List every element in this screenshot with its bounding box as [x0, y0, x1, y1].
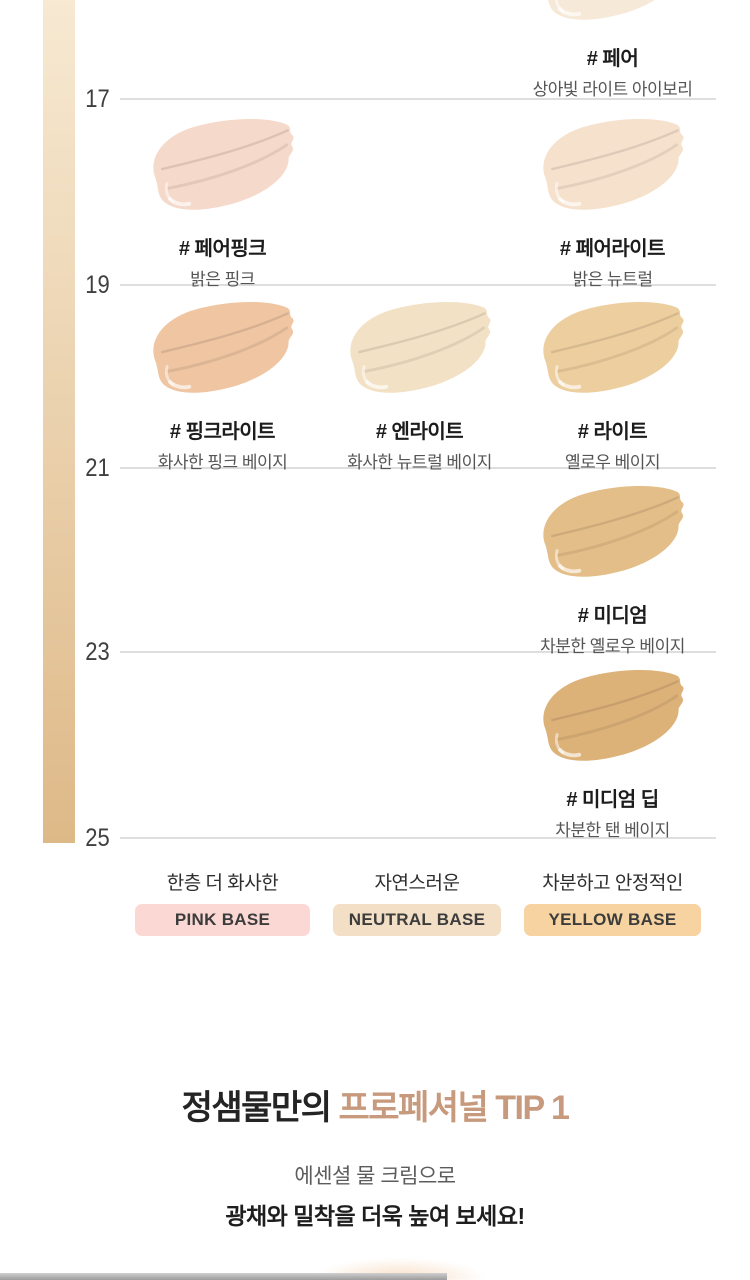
shade-name: # 페어라이트	[559, 238, 666, 260]
shade-desc: 밝은 핑크	[190, 270, 255, 289]
tip-title: 정샘물만의 프로페셔널 TIP 1	[0, 1080, 750, 1129]
shade-desc: 차분한 탠 베이지	[555, 821, 670, 840]
level-rule-17	[120, 98, 716, 100]
shade-swatch-light: # 라이트 옐로우 베이지	[525, 299, 700, 473]
shade-desc: 옐로우 베이지	[564, 453, 661, 472]
pink-base-pill: PINK BASE	[135, 904, 310, 936]
n-light-smear-icon	[332, 299, 507, 407]
shade-name: # 엔라이트	[375, 421, 464, 443]
medium-deep-smear-icon	[525, 667, 700, 775]
level-rule-23	[120, 651, 716, 653]
shade-desc: 화사한 뉴트럴 베이지	[347, 453, 492, 472]
shade-name: # 미디엄	[577, 605, 648, 627]
level-number-19: 19	[85, 271, 110, 299]
level-number-17: 17	[85, 85, 110, 113]
base-caption: 한층 더 화사한	[166, 873, 279, 894]
shade-level-gradient-bar	[43, 0, 75, 843]
shade-swatch-n-light: # 엔라이트 화사한 뉴트럴 베이지	[332, 299, 507, 473]
tip-title-accent: 프로페셔널 TIP 1	[338, 1089, 569, 1127]
tip-title-brand: 정샘물만의	[181, 1089, 339, 1127]
shade-name: # 페어핑크	[178, 238, 267, 260]
pink-light-smear-icon	[135, 299, 310, 407]
base-col-pink: 한층 더 화사한 PINK BASE	[135, 868, 310, 936]
shade-desc: 화사한 핑크 베이지	[157, 453, 288, 472]
yellow-base-pill: YELLOW BASE	[524, 904, 701, 936]
shade-swatch-fair-light: # 페어라이트 밝은 뉴트럴	[525, 116, 700, 290]
level-rule-21	[120, 467, 716, 469]
shade-name: # 라이트	[577, 421, 648, 443]
base-col-yellow: 차분하고 안정적인 YELLOW BASE	[524, 868, 701, 936]
shade-swatch-medium: # 미디엄 차분한 옐로우 베이지	[525, 483, 700, 657]
tip-subtitle: 에센셜 물 크림으로	[294, 1165, 456, 1188]
shade-name: # 핑크라이트	[169, 421, 276, 443]
fair-pink-smear-icon	[135, 116, 310, 224]
tip-emphasis: 광채와 밀착을 더욱 높여 보세요!	[225, 1203, 525, 1229]
shade-name: # 미디엄 딥	[566, 789, 659, 811]
level-rule-19	[120, 284, 716, 286]
fair-smear-icon	[525, 0, 700, 34]
base-caption: 차분하고 안정적인	[542, 873, 683, 894]
fair-light-smear-icon	[525, 116, 700, 224]
shade-swatch-pink-light: # 핑크라이트 화사한 핑크 베이지	[135, 299, 310, 473]
shade-swatch-medium-deep: # 미디엄 딥 차분한 탠 베이지	[525, 667, 700, 841]
level-number-23: 23	[85, 638, 110, 666]
light-smear-icon	[525, 299, 700, 407]
base-caption: 자연스러운	[374, 873, 460, 894]
shade-desc: 차분한 옐로우 베이지	[540, 637, 685, 656]
shade-name: # 페어	[586, 48, 639, 70]
next-section-photo-edge	[0, 1273, 447, 1280]
pro-tip-section: 정샘물만의 프로페셔널 TIP 1 에센셜 물 크림으로 광채와 밀착을 더욱 …	[0, 1080, 750, 1231]
level-number-21: 21	[85, 454, 110, 482]
shade-desc: 밝은 뉴트럴	[572, 270, 653, 289]
shade-desc: 상아빛 라이트 아이보리	[532, 80, 693, 99]
base-col-neutral: 자연스러운 NEUTRAL BASE	[333, 868, 501, 936]
neutral-base-pill: NEUTRAL BASE	[333, 904, 501, 936]
shade-swatch-fair-pink: # 페어핑크 밝은 핑크	[135, 116, 310, 290]
medium-smear-icon	[525, 483, 700, 591]
shade-swatch-fair: # 페어 상아빛 라이트 아이보리	[525, 0, 700, 100]
level-rule-25	[120, 837, 716, 839]
level-number-25: 25	[85, 824, 110, 852]
